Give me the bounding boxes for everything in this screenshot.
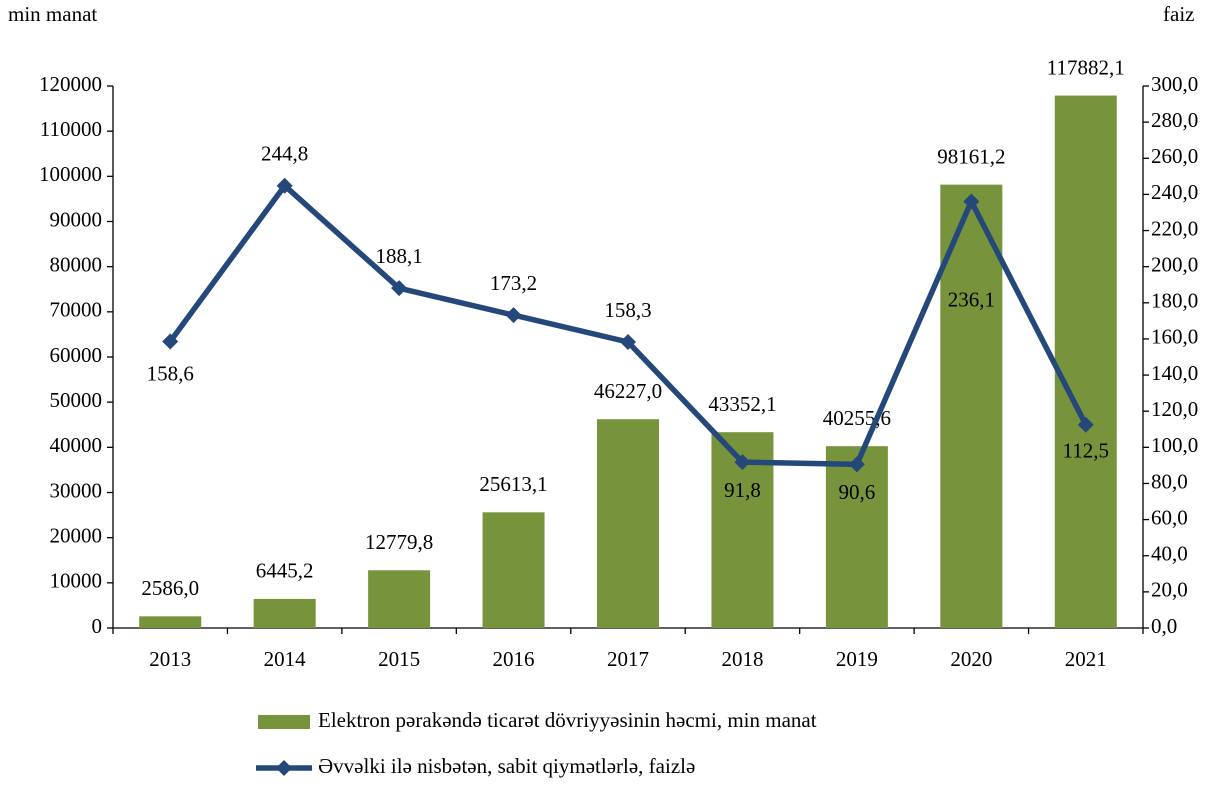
y2-tick-label: 300,0 [1151,72,1198,96]
bar [139,616,202,628]
bar-value-label: 98161,2 [937,144,1005,168]
y2-tick-label: 120,0 [1151,397,1198,421]
line-value-label: 90,6 [839,480,876,504]
line-value-label: 188,1 [375,244,422,268]
y2-tick-label: 100,0 [1151,433,1198,457]
bar [940,184,1003,628]
bar [482,512,545,628]
y-tick-label: 20000 [50,523,103,547]
y-tick-label: 0 [92,614,103,638]
y2-tick-label: 20,0 [1151,578,1188,602]
line-value-label: 244,8 [261,142,308,166]
y-tick-label: 60000 [50,343,103,367]
line-marker [1077,416,1094,433]
bar [1054,95,1117,628]
y2-tick-label: 260,0 [1151,144,1198,168]
bar [253,598,316,628]
line-marker [162,333,179,350]
y-tick-label: 90000 [50,207,103,231]
bar-value-label: 2586,0 [141,576,199,600]
y-tick-label: 100000 [39,162,102,186]
x-tick-label: 2017 [607,647,649,671]
x-tick-label: 2018 [721,647,763,671]
y-tick-label: 70000 [50,298,103,322]
line-value-label: 91,8 [724,478,761,502]
y2-tick-label: 140,0 [1151,361,1198,385]
bar-value-label: 12779,8 [365,530,433,554]
line-value-label: 112,5 [1063,439,1109,463]
bar-value-label: 43352,1 [708,392,776,416]
legend-marker [276,760,292,776]
y-axis-label: min manat [8,2,97,26]
bar-value-label: 46227,0 [594,379,662,403]
line-marker [276,177,293,194]
line-marker [734,454,751,471]
bar-value-label: 117882,1 [1047,55,1125,79]
line-value-label: 236,1 [948,287,995,311]
y2-tick-label: 160,0 [1151,325,1198,349]
line-marker [391,280,408,297]
y2-tick-label: 180,0 [1151,289,1198,313]
x-tick-label: 2015 [378,647,420,671]
y2-tick-label: 280,0 [1151,108,1198,132]
bar [597,419,659,628]
line-marker [963,193,980,210]
y2-tick-label: 220,0 [1151,216,1198,240]
line-value-label: 173,2 [490,271,537,295]
y2-tick-label: 80,0 [1151,469,1188,493]
bar [368,570,431,628]
legend-swatch [258,715,310,729]
bar-value-label: 25613,1 [479,472,547,496]
bar [825,446,888,628]
y-tick-label: 80000 [50,252,103,276]
y2-tick-label: 240,0 [1151,180,1198,204]
y-tick-label: 50000 [50,388,103,412]
y2-axis-label: faiz [1163,2,1194,26]
x-tick-label: 2016 [493,647,535,671]
line-marker [848,456,865,473]
x-tick-label: 2020 [950,647,992,671]
y-tick-label: 40000 [50,433,103,457]
line-marker [505,307,522,324]
x-tick-label: 2014 [264,647,307,671]
y-tick-label: 10000 [50,569,103,593]
y-tick-label: 110000 [40,117,102,141]
line-marker [620,334,636,351]
line-value-label: 158,6 [147,361,194,385]
x-tick-label: 2019 [836,647,878,671]
x-tick-label: 2021 [1065,647,1107,671]
y2-tick-label: 0,0 [1151,614,1177,638]
y2-tick-label: 200,0 [1151,252,1198,276]
line-value-label: 158,3 [604,298,651,322]
legend-label: Elektron pərakəndə ticarət dövriyyəsinin… [318,708,817,732]
y-tick-label: 30000 [50,478,103,502]
y2-tick-label: 60,0 [1151,505,1188,529]
x-tick-label: 2013 [149,647,191,671]
legend-label: Əvvəlki ilə nisbətən, sabit qiymətlərlə,… [318,754,695,778]
y2-tick-label: 40,0 [1151,542,1188,566]
y-tick-label: 120000 [39,72,102,96]
bar-value-label: 6445,2 [256,559,314,583]
